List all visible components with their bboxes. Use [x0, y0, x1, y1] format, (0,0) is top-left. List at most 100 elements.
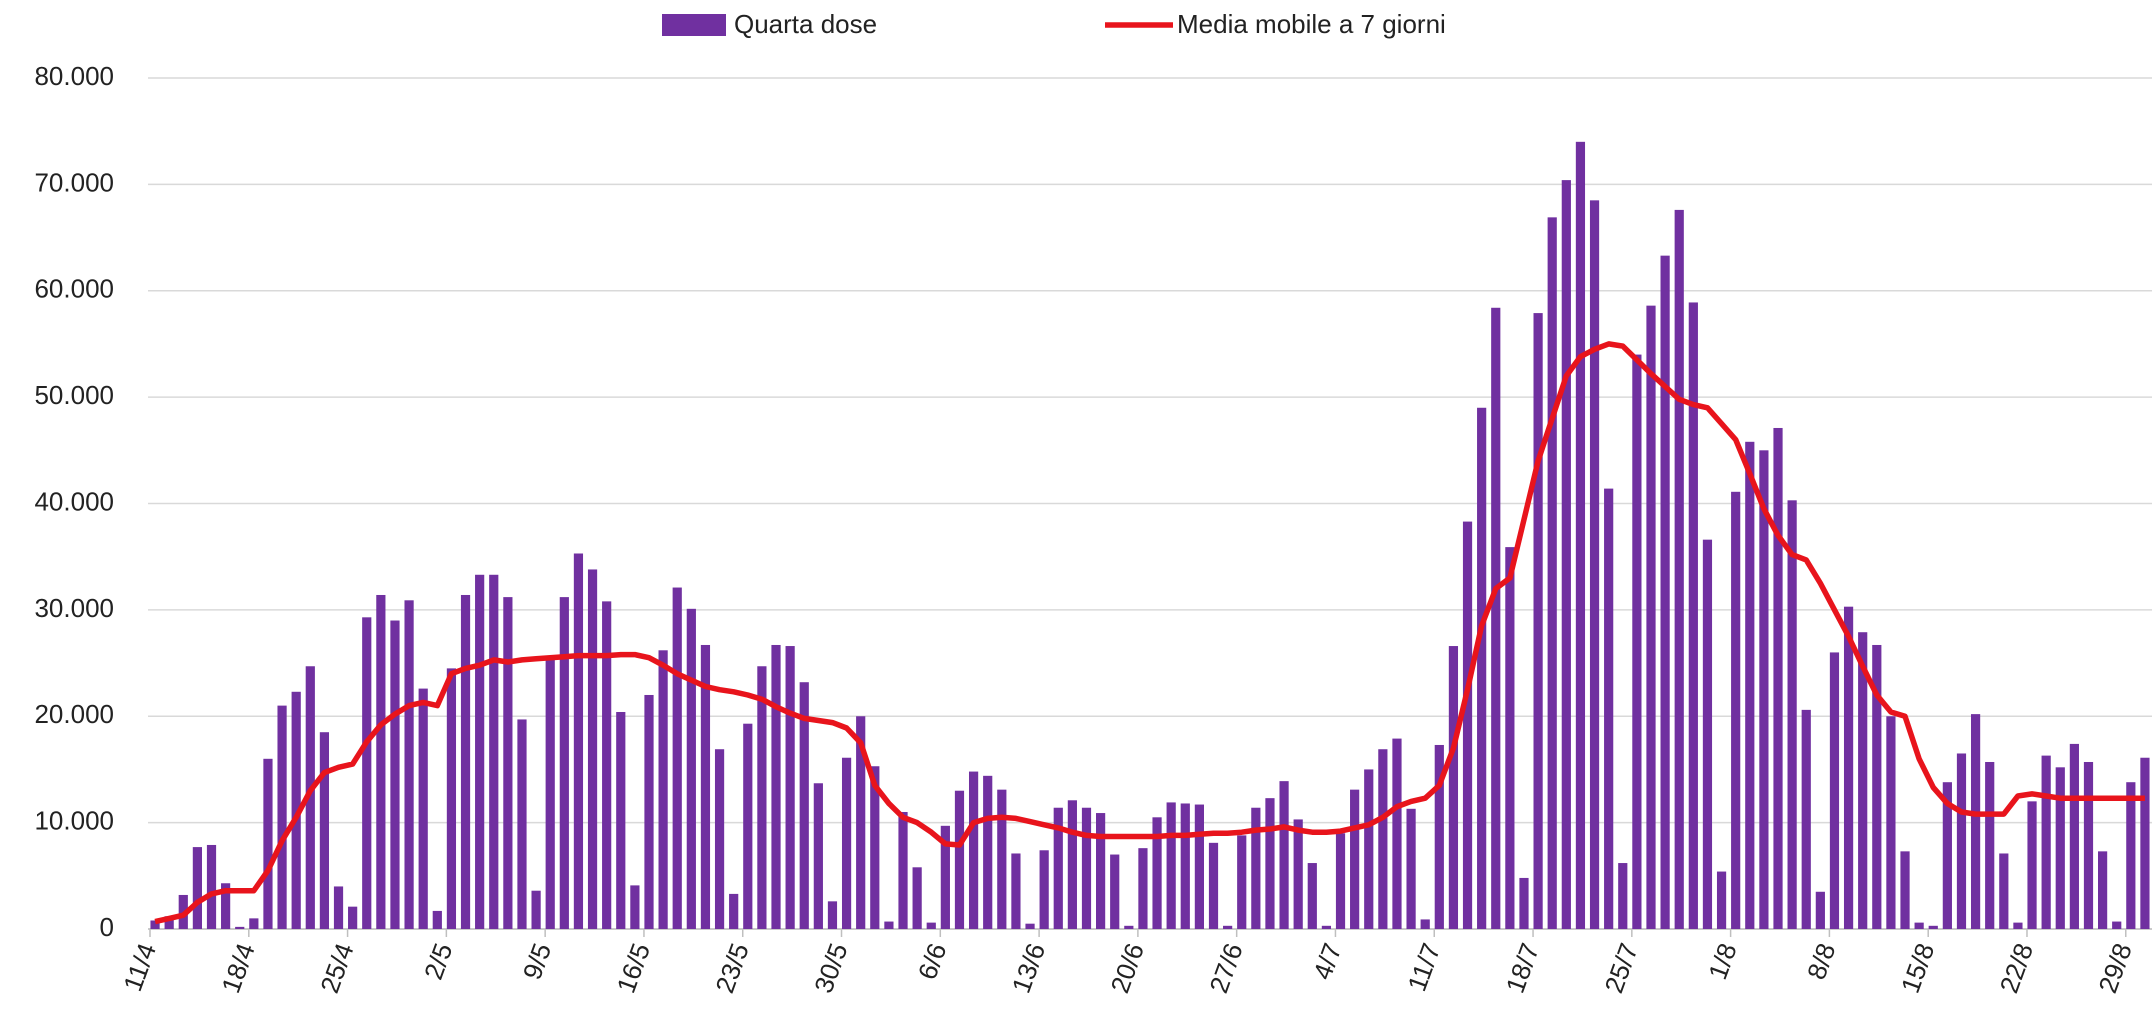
bar: [1829, 652, 1840, 929]
y-tick-label: 10.000: [34, 806, 114, 836]
x-tick-label: 13/6: [1006, 939, 1052, 997]
bar: [1251, 807, 1261, 929]
bar: [1843, 606, 1854, 929]
x-tick-label: 6/6: [912, 939, 953, 983]
bar: [1321, 925, 1332, 929]
bar: [1448, 646, 1459, 929]
y-tick-label: 30.000: [34, 593, 114, 623]
bar: [1364, 769, 1374, 929]
bar: [983, 775, 993, 929]
bar: [1575, 141, 1586, 929]
x-tick-label: 18/4: [215, 939, 261, 997]
bar: [517, 719, 527, 929]
bar: [2041, 755, 2051, 929]
bar: [1688, 302, 1698, 929]
bar: [630, 885, 640, 929]
bar: [799, 682, 809, 929]
bar: [884, 921, 894, 929]
bar: [475, 574, 485, 929]
moving-average-line: [154, 341, 2145, 925]
bar: [446, 668, 457, 929]
x-tick-label: 1/8: [1702, 939, 1743, 983]
bar: [432, 910, 442, 929]
x-tick-label: 16/5: [611, 939, 657, 997]
bar: [1378, 749, 1388, 929]
y-tick-label: 0: [100, 912, 114, 942]
bar: [1392, 738, 1402, 929]
legend-label: Quarta dose: [734, 9, 877, 39]
bar: [926, 922, 936, 929]
bar: [1900, 851, 1910, 929]
bar: [658, 650, 668, 929]
bar: [1110, 854, 1120, 929]
bar: [1716, 871, 1727, 929]
bar: [1970, 714, 1981, 929]
bar: [672, 587, 682, 929]
bar: [573, 553, 584, 929]
bar: [1604, 488, 1614, 929]
x-tick-label: 25/4: [314, 939, 360, 997]
x-tick-label: 2/5: [418, 939, 459, 983]
bar: [898, 811, 908, 929]
bar: [1406, 808, 1416, 929]
x-tick-label: 11/4: [117, 939, 162, 995]
bar: [940, 825, 950, 929]
bar: [362, 617, 372, 929]
bar: [164, 916, 174, 929]
y-tick-label: 40.000: [34, 486, 114, 516]
x-tick-label: 9/5: [517, 939, 558, 983]
bar: [1138, 848, 1148, 929]
bar: [968, 771, 979, 929]
bar: [1096, 813, 1106, 929]
bar: [587, 569, 598, 929]
bar: [912, 867, 922, 929]
bar: [1208, 842, 1219, 929]
bar: [1956, 753, 1967, 929]
bar: [559, 597, 569, 929]
bar: [489, 574, 499, 929]
bar: [827, 901, 838, 929]
x-tick-label: 29/8: [2092, 939, 2138, 997]
bar: [235, 926, 245, 929]
bar: [1223, 925, 1233, 929]
bar: [291, 691, 301, 929]
x-tick-label: 22/8: [1994, 939, 2040, 997]
bar: [997, 789, 1007, 929]
bar: [2083, 761, 2094, 929]
y-tick-label: 20.000: [34, 699, 114, 729]
bar: [1886, 716, 1896, 929]
bar: [644, 694, 654, 929]
bar: [1589, 200, 1600, 930]
bar: [1293, 819, 1303, 929]
bar: [277, 705, 287, 929]
bar: [1942, 782, 1952, 929]
bar: [1180, 803, 1190, 929]
bar: [841, 757, 852, 929]
bar: [1491, 307, 1501, 929]
bar: [1745, 441, 1755, 929]
bar: [221, 883, 231, 929]
bar: [1801, 709, 1811, 929]
x-tick-label: 18/7: [1500, 939, 1546, 997]
bar: [503, 597, 513, 929]
bar: [2112, 921, 2122, 929]
bar: [1335, 833, 1346, 929]
bar: [1152, 817, 1162, 929]
bar: [729, 893, 739, 929]
y-tick-label: 80.000: [34, 61, 114, 91]
bar: [192, 847, 202, 929]
bar: [1985, 761, 1995, 929]
bar: [771, 644, 781, 929]
bar: [785, 646, 795, 929]
x-tick-label: 4/7: [1307, 939, 1348, 983]
bar: [319, 732, 330, 929]
bar: [757, 666, 767, 929]
bar: [1420, 919, 1430, 929]
bar: [2013, 922, 2023, 929]
x-tick-label: 8/8: [1801, 939, 1842, 983]
bar: [1773, 427, 1783, 929]
bar: [954, 790, 965, 929]
x-tick-label: 30/5: [808, 939, 854, 997]
y-tick-label: 50.000: [34, 380, 114, 410]
